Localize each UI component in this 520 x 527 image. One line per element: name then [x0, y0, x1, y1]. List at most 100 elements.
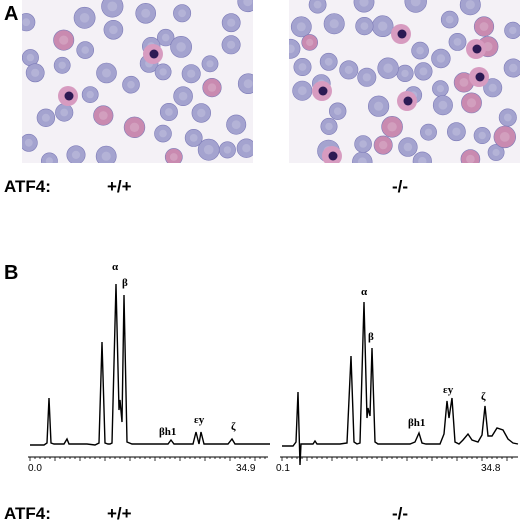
cell-central-pallor: [231, 120, 241, 129]
red-blood-cell: [202, 77, 222, 98]
peak-label-alpha-knockout: α: [361, 286, 368, 298]
red-blood-cell: [96, 62, 117, 84]
red-blood-cell: [301, 34, 319, 51]
genotype-wildtype-b: +/+: [107, 504, 132, 523]
red-blood-cell: [197, 138, 220, 161]
red-blood-cell: [22, 133, 38, 152]
cell-central-pallor: [127, 80, 135, 89]
cell-central-pallor: [416, 46, 424, 55]
red-blood-cell: [292, 80, 313, 101]
cell-central-pallor: [488, 83, 497, 92]
red-blood-cell: [36, 108, 56, 128]
red-blood-cell: [414, 62, 433, 81]
cell-central-pallor: [357, 157, 367, 163]
red-blood-cell: [398, 137, 418, 157]
cell-central-pallor: [109, 25, 118, 35]
cell-central-pallor: [445, 15, 454, 24]
cell-nucleus: [328, 151, 338, 161]
cell-central-pallor: [419, 67, 428, 76]
red-blood-cell: [173, 86, 193, 106]
cell-central-pallor: [31, 68, 40, 77]
red-blood-cell: [22, 13, 36, 32]
cell-central-pallor: [243, 0, 253, 7]
red-blood-cell: [289, 38, 301, 59]
cell-central-pallor: [71, 150, 81, 159]
cell-central-pallor: [379, 140, 388, 150]
cell-central-pallor: [466, 98, 477, 108]
red-blood-cell: [81, 86, 99, 104]
cell-central-pallor: [98, 111, 108, 120]
cell-central-pallor: [296, 22, 306, 32]
red-blood-cell: [460, 149, 481, 163]
axis-start-label-wildtype: 0.0: [28, 463, 42, 472]
cell-central-pallor: [325, 122, 333, 131]
red-blood-cell: [293, 57, 312, 76]
red-blood-cell: [93, 105, 114, 126]
cell-central-pallor: [289, 44, 295, 54]
red-blood-cell: [122, 75, 140, 94]
cell-central-pallor: [418, 157, 427, 163]
cell-central-pallor: [79, 12, 90, 23]
cell-central-pallor: [459, 78, 469, 87]
panel-b-letter: B: [4, 262, 19, 284]
cell-central-pallor: [176, 42, 186, 52]
cell-central-pallor: [360, 22, 369, 30]
cell-central-pallor: [24, 138, 33, 147]
red-blood-cell: [412, 151, 432, 163]
cell-central-pallor: [227, 40, 236, 49]
red-blood-cell: [191, 103, 212, 123]
red-blood-cell: [504, 21, 520, 39]
cell-central-pallor: [41, 113, 50, 122]
red-blood-cell: [357, 67, 377, 87]
cell-central-pallor: [129, 122, 140, 132]
chromatogram-trace-wildtype: [30, 283, 270, 446]
red-blood-cell: [221, 13, 241, 33]
cell-central-pallor: [206, 60, 214, 68]
red-blood-cell: [221, 35, 241, 55]
axis-end-label-wildtype: 34.9: [236, 463, 256, 472]
red-blood-cell: [461, 92, 482, 114]
red-blood-cell: [290, 16, 312, 38]
cell-central-pallor: [101, 151, 111, 161]
red-blood-cell: [308, 0, 327, 14]
cell-central-pallor: [333, 107, 342, 115]
cell-central-pallor: [378, 21, 388, 31]
cell-central-pallor: [165, 108, 173, 116]
cell-central-pallor: [436, 85, 444, 93]
peak-label-zeta-wildtype: ζ: [231, 421, 236, 433]
cell-central-pallor: [178, 9, 187, 18]
cell-central-pallor: [492, 148, 500, 157]
cell-central-pallor: [107, 1, 118, 12]
red-blood-cell: [377, 57, 399, 79]
axis-start-label-knockout: 0.1: [276, 463, 290, 472]
cell-central-pallor: [387, 122, 397, 132]
cell-central-pallor: [410, 0, 421, 7]
red-blood-cell: [237, 0, 253, 13]
cell-central-pallor: [298, 63, 307, 71]
red-blood-cell: [154, 124, 172, 143]
cell-central-pallor: [401, 69, 409, 78]
peak-label-beta-knockout: β: [368, 331, 374, 343]
cell-central-pallor: [59, 35, 69, 45]
red-blood-cell: [123, 116, 146, 139]
cell-central-pallor: [22, 18, 31, 27]
cell-central-pallor: [359, 0, 369, 7]
cell-central-pallor: [344, 65, 353, 74]
red-blood-cell: [353, 0, 375, 13]
cell-nucleus: [397, 29, 407, 39]
cell-central-pallor: [478, 131, 486, 140]
red-blood-cell: [66, 145, 86, 163]
cell-central-pallor: [436, 54, 446, 63]
cell-central-pallor: [403, 142, 413, 152]
cell-central-pallor: [359, 140, 367, 148]
panel-a-letter: A: [4, 3, 19, 25]
cell-central-pallor: [159, 68, 167, 76]
red-blood-cell: [355, 16, 374, 36]
red-blood-cell: [103, 19, 124, 40]
red-blood-cell: [76, 41, 95, 59]
peak-label-alpha-wildtype: α: [112, 261, 119, 273]
cell-central-pallor: [227, 18, 236, 27]
red-blood-cell: [157, 28, 175, 47]
cell-nucleus: [64, 91, 74, 101]
peak-label-beta-h1-wildtype: βh1: [159, 426, 176, 438]
